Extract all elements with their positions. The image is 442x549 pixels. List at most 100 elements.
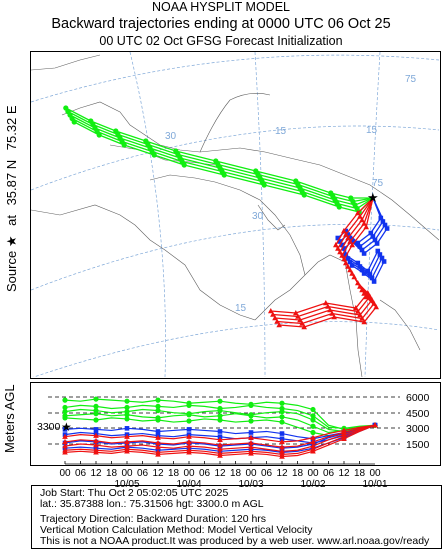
date-tick-label: 10/05 — [114, 479, 139, 490]
job-info-line: Trajectory Direction: Backward Duration:… — [40, 513, 267, 525]
map-trajectory-point — [337, 239, 343, 244]
height-point — [310, 423, 316, 429]
height-point — [248, 430, 254, 435]
map-trajectory-point — [361, 251, 367, 256]
map-trajectory-point — [349, 242, 355, 248]
height-point — [124, 398, 130, 404]
height-point — [217, 442, 223, 448]
map-trajectory-point — [325, 303, 331, 309]
height-point — [93, 403, 99, 409]
map-trajectory-point — [349, 239, 355, 244]
height-point — [279, 431, 285, 436]
map-trajectory-line — [270, 197, 374, 314]
height-point — [279, 436, 285, 442]
map-trajectory-point — [357, 312, 363, 318]
map-trajectory-point — [339, 252, 345, 258]
time-tick-label: 18 — [106, 468, 118, 479]
map-trajectory-point — [261, 182, 267, 188]
height-point — [93, 411, 99, 417]
height-point — [186, 427, 192, 432]
map-trajectory-point — [375, 248, 381, 254]
map-trajectory-point — [270, 311, 276, 317]
height-point — [248, 450, 254, 456]
time-tick-label: 18 — [354, 468, 366, 479]
time-tick-label: 18 — [168, 468, 180, 479]
height-point — [217, 446, 223, 452]
map-lat-label: 30 — [252, 211, 264, 222]
height-point — [93, 396, 99, 402]
height-point — [155, 434, 161, 440]
height-point — [372, 422, 378, 428]
map-trajectory-point — [371, 279, 377, 284]
map-trajectory-line — [274, 197, 374, 321]
height-point — [248, 434, 254, 440]
height-grid: 6000 4500 3000 1500 3300 — [37, 392, 430, 451]
source-star-icon: ★ — [367, 190, 379, 205]
height-point — [155, 407, 161, 414]
height-point — [279, 444, 285, 450]
height-point — [310, 417, 316, 423]
height-point — [155, 403, 161, 409]
date-tick-label: 10/04 — [176, 479, 201, 490]
height-point — [217, 436, 223, 443]
map-trajectory-point — [365, 268, 371, 274]
time-tick-label: 00 — [183, 468, 195, 479]
height-point — [62, 415, 68, 421]
model-title: NOAA HYSPLIT MODEL — [151, 0, 290, 14]
height-point — [155, 444, 161, 450]
time-tick-label: 00 — [59, 468, 71, 479]
height-point — [62, 409, 68, 415]
map-trajectory-point — [359, 217, 365, 223]
height-point — [217, 413, 223, 419]
map-trajectory-point — [121, 142, 127, 148]
height-tick-label: 4500 — [406, 408, 430, 420]
height-point — [124, 416, 130, 422]
map-trajectory-line — [67, 110, 374, 203]
map-trajectory-point — [372, 237, 378, 243]
map-trajectory-point — [367, 272, 373, 277]
height-point — [93, 442, 99, 448]
time-tick-label: 12 — [214, 468, 226, 479]
height-tick-label: 1500 — [406, 439, 430, 451]
time-tick-label: 06 — [261, 468, 273, 479]
height-tick-label: 3000 — [406, 423, 430, 435]
job-info-line: lat.: 35.87388 lon.: 75.31506 hgt: 3300.… — [40, 498, 264, 510]
time-tick-label: 06 — [137, 468, 149, 479]
height-point — [186, 433, 192, 439]
height-point — [186, 402, 192, 408]
map-trajectory-point — [339, 242, 345, 248]
map-trajectory-point — [384, 226, 390, 231]
map-trajectory-point — [96, 132, 102, 138]
height-point — [93, 449, 99, 455]
map-lon-label: 75 — [372, 178, 384, 189]
height-point — [62, 449, 68, 455]
map-trajectory-point — [335, 235, 341, 241]
height-point — [186, 438, 192, 445]
map-trajectory-point — [381, 259, 387, 264]
map-trajectory-point — [363, 224, 369, 230]
map-trajectory-point — [331, 314, 337, 320]
time-tick-label: 06 — [75, 468, 87, 479]
height-point — [124, 433, 130, 439]
map-trajectory-point — [345, 232, 351, 237]
height-point — [62, 438, 68, 445]
height-point — [217, 452, 223, 458]
height-point — [155, 397, 161, 403]
map-trajectory-point — [333, 242, 339, 248]
chart-subtitle: 00 UTC 02 Oct GFSG Forecast Initializati… — [99, 34, 343, 48]
map-trajectory-point — [359, 247, 365, 253]
height-point — [155, 417, 161, 423]
map-trajectory-point — [345, 235, 351, 241]
height-point — [62, 433, 68, 439]
map-trajectory-point — [341, 246, 347, 251]
height-point — [279, 409, 285, 415]
map-trajectory-point — [377, 252, 383, 257]
time-tick-label: 00 — [121, 468, 133, 479]
job-info-box: Job Start: Thu Oct 2 05:02:05 UTC 2025 l… — [31, 485, 442, 549]
map-lon-label: 15 — [366, 125, 378, 136]
map-trajectory-point — [347, 238, 353, 244]
time-tick-label: 06 — [323, 468, 335, 479]
map-trajectories — [63, 105, 390, 330]
map-trajectory-point — [368, 230, 374, 236]
